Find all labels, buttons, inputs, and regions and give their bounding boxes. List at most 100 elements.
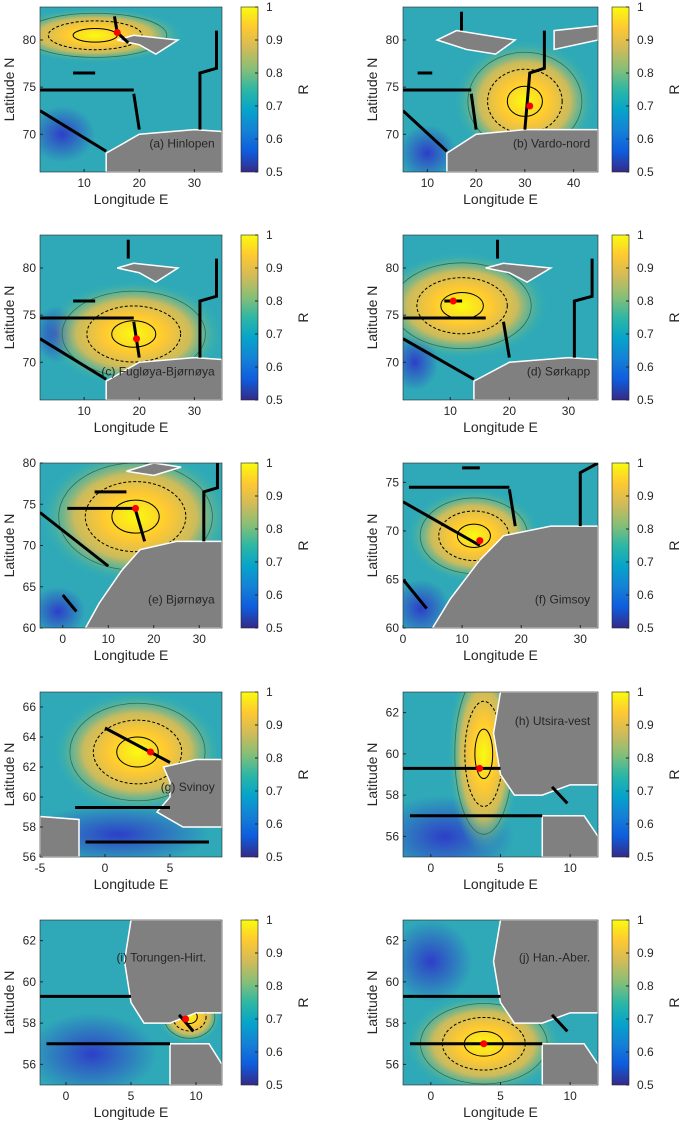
y-tick-label: 75 (386, 475, 400, 489)
plot-frame (39, 691, 223, 858)
y-tick-label: 60 (386, 621, 400, 635)
x-tick-label: 30 (193, 632, 207, 646)
map-area (40, 235, 222, 400)
panel-label: (i) Torungen-Hirt. (116, 950, 206, 964)
y-tick-label: 80 (386, 261, 400, 275)
plot-frame (39, 6, 223, 173)
section-line (61, 594, 78, 613)
y-tick-label: 80 (23, 261, 37, 275)
colorbar-tick-label: 0.8 (637, 522, 654, 536)
panel-label: (g) Svinoy (161, 780, 215, 794)
section-line (198, 258, 218, 358)
low-correlation-region (40, 1012, 157, 1085)
land-mask (126, 463, 182, 477)
land-mask (492, 920, 598, 1024)
x-axis-label: Longitude E (94, 1104, 169, 1120)
colorbar-tick-label: 0.9 (637, 489, 654, 503)
x-axis-label: Longitude E (94, 876, 169, 892)
y-tick-label: 56 (23, 1057, 37, 1071)
panel-label: (a) Hinlopen (149, 136, 214, 150)
panel-label: (b) Vardo-nord (513, 136, 590, 150)
colorbar-tick-label: 0.6 (266, 817, 283, 831)
station-marker (526, 102, 534, 110)
colorbar-tick-label: 0.9 (637, 718, 654, 732)
x-tick-label: 30 (188, 404, 202, 418)
x-tick-label: 0 (428, 1089, 435, 1103)
station-marker (133, 335, 141, 343)
y-axis-label: Latitude N (1, 286, 17, 350)
section-line (104, 726, 171, 764)
map-area (40, 920, 222, 1085)
y-tick-label: 66 (23, 700, 37, 714)
station-marker (476, 537, 484, 545)
colorbar-tick-label: 1 (266, 0, 273, 14)
colorbar (611, 6, 630, 173)
land-mask (541, 1043, 598, 1085)
colorbar-tick-label: 0.5 (266, 621, 283, 635)
colorbar-tick-label: 0.6 (266, 132, 283, 146)
x-tick-label: 30 (518, 176, 532, 190)
y-axis-label: Latitude N (1, 58, 17, 122)
y-tick-label: 75 (386, 80, 400, 94)
colorbar-tick-label: 0.9 (266, 489, 283, 503)
colorbar-tick-label: 0.5 (266, 1078, 283, 1092)
colorbar-tick-label: 0.8 (266, 294, 283, 308)
x-tick-label: 5 (497, 1089, 504, 1103)
colorbar-tick-label: 0.5 (637, 621, 654, 635)
contour-thin (403, 262, 532, 350)
map-panel-c: (c) Fugløya-Bjørnøya 10 20 30 70 75 80 Longitud… (1, 228, 311, 435)
map-panel-e: (e) Bjørnøya 0 10 20 30 60 65 70 75 80 Longitude E… (1, 456, 311, 663)
land-mask (553, 25, 598, 51)
contour-dashed (47, 20, 143, 51)
colorbar-tick-label: 1 (637, 228, 644, 242)
colorbar-tick-label: 0.7 (637, 99, 654, 113)
x-tick-label: 5 (128, 1089, 135, 1103)
colorbar-tick-label: 0.8 (266, 979, 283, 993)
colorbar-tick-label: 0.8 (637, 979, 654, 993)
map-panel-a: (a) Hinlopen 10 20 30 70 75 80 Longitude E Latit… (1, 0, 311, 207)
x-tick-label: 20 (515, 632, 529, 646)
y-tick-label: 56 (386, 1057, 400, 1071)
colorbar-label: R (295, 312, 311, 322)
plot-frame (402, 6, 599, 173)
section-line (202, 463, 219, 542)
colorbar-tick-label: 0.7 (266, 784, 283, 798)
section-line (198, 30, 218, 130)
panel-label: (c) Fugløya-Bjørnøya (101, 364, 215, 378)
land-mask (435, 29, 518, 55)
y-tick-label: 58 (386, 788, 400, 802)
y-tick-label: 62 (23, 760, 37, 774)
panel-label: (f) Gimsoy (535, 592, 590, 606)
low-correlation-region (403, 124, 457, 172)
y-tick-label: 70 (23, 539, 37, 553)
y-axis-label: Latitude N (1, 971, 17, 1035)
colorbar-tick-label: 1 (266, 456, 273, 470)
x-tick-label: 20 (133, 176, 147, 190)
land-mask (155, 758, 222, 828)
colorbar-tick-label: 0.8 (637, 751, 654, 765)
station-marker (132, 504, 140, 512)
map-area (403, 920, 598, 1085)
section-line (469, 93, 478, 130)
plot-frame (402, 234, 599, 401)
colorbar-tick-label: 0.5 (637, 1078, 654, 1092)
colorbar (240, 234, 259, 401)
y-tick-label: 65 (23, 580, 37, 594)
colorbar-tick-label: 0.5 (637, 165, 654, 179)
section-line (134, 509, 147, 542)
y-tick-label: 70 (386, 355, 400, 369)
map-panel-j: (j) Han.-Aber. 0 5 10 56 58 60 62 Longitude E Lat… (364, 913, 682, 1120)
x-axis-label: Longitude E (463, 1104, 538, 1120)
map-panel-g: (g) Svinoy -5 0 5 56 58 60 62 64 66 Longitude E Lat… (1, 685, 311, 892)
contour-solid (456, 523, 491, 548)
y-tick-label: 70 (386, 127, 400, 141)
colorbar-tick-label: 1 (266, 913, 273, 927)
x-tick-label: 10 (102, 632, 116, 646)
colorbar-tick-label: 1 (637, 456, 644, 470)
colorbar-tick-label: 1 (637, 685, 644, 699)
y-tick-label: 80 (23, 456, 37, 470)
x-tick-label: 10 (455, 632, 469, 646)
colorbar-tick-label: 0.7 (266, 99, 283, 113)
colorbar-tick-label: 1 (266, 685, 273, 699)
station-marker (113, 28, 121, 36)
